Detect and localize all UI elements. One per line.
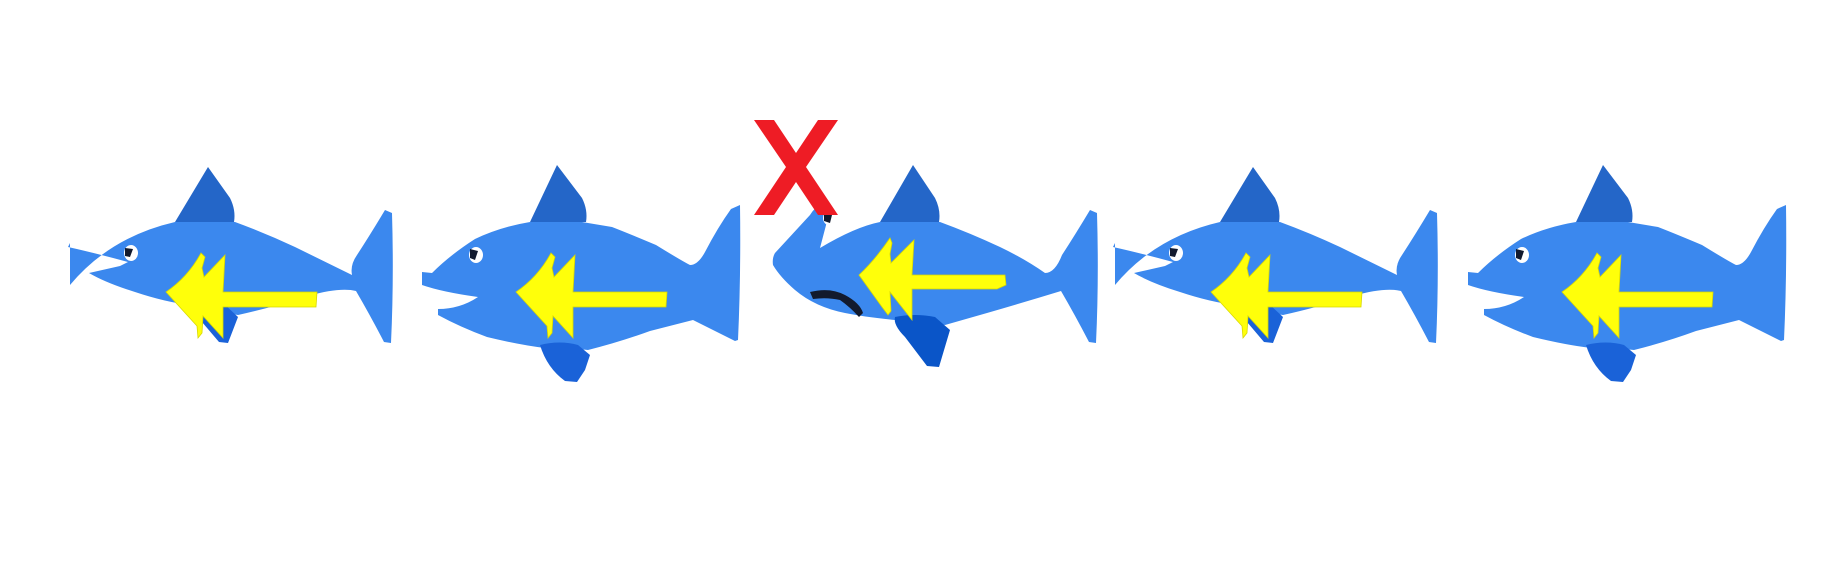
x-mark-icon <box>754 120 838 215</box>
fish-body <box>68 210 393 343</box>
pupil <box>1170 248 1178 257</box>
left-arrow-icon <box>515 252 668 340</box>
pupil <box>125 248 133 257</box>
left-arrow-icon <box>165 252 318 340</box>
fish-1[interactable] <box>68 167 393 343</box>
bottom-fin <box>1586 342 1636 382</box>
top-fin <box>1576 165 1633 222</box>
fish-body <box>422 205 741 350</box>
left-arrow-icon <box>1210 252 1363 340</box>
top-fin <box>175 167 235 222</box>
top-fin <box>1220 167 1280 222</box>
pupil <box>824 213 832 223</box>
bottom-fin <box>894 315 950 367</box>
fish-2[interactable] <box>422 165 741 382</box>
fish-body <box>1113 210 1438 343</box>
fish-body <box>1468 205 1787 350</box>
fish-4[interactable] <box>1113 167 1438 343</box>
fish-5[interactable] <box>1468 165 1787 382</box>
top-fin <box>530 165 587 222</box>
left-arrow-icon <box>858 237 1007 322</box>
top-fin <box>880 165 940 222</box>
pupil <box>1516 249 1524 260</box>
pupil <box>470 249 478 260</box>
left-arrow-icon <box>1561 252 1714 340</box>
bottom-fin <box>540 342 590 382</box>
frown-mouth <box>810 290 863 317</box>
